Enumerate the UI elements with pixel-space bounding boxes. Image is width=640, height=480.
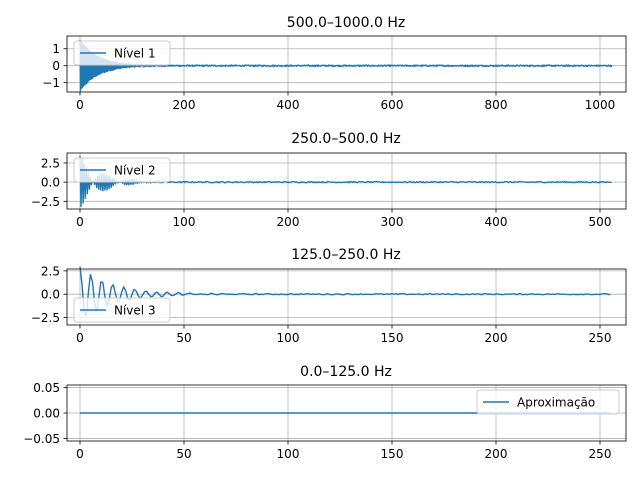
y-tick-label: 2.5 [41, 156, 60, 170]
x-tick-label: 400 [277, 98, 300, 112]
y-tick-label: −2.5 [31, 195, 60, 209]
x-tick-label: 200 [173, 98, 196, 112]
subplot-title: 0.0–125.0 Hz [300, 364, 392, 380]
subplot-title: 125.0–250.0 Hz [291, 247, 400, 263]
subplot-title: 250.0–500.0 Hz [291, 131, 400, 147]
x-tick-label: 50 [176, 331, 191, 345]
x-tick-label: 100 [277, 331, 300, 345]
legend-box [73, 297, 171, 323]
y-tick-label: −1 [42, 76, 60, 90]
x-tick-label: 400 [485, 215, 508, 229]
legend: Aproximação [476, 389, 620, 415]
x-tick-label: 250 [589, 447, 612, 461]
legend-box [73, 40, 171, 66]
series-line [79, 155, 612, 208]
legend-label: Nível 2 [114, 164, 156, 178]
x-tick-label: 600 [381, 98, 404, 112]
axes-frame [66, 35, 627, 93]
subplot-2: 250.0–500.0 Hz 0 100 200 300 400 500 −2.5 0.0 2.… [31, 131, 627, 229]
legend-box [476, 389, 620, 415]
x-tick-label: 200 [277, 215, 300, 229]
x-tick-label: 200 [485, 447, 508, 461]
legend-label: Nível 1 [114, 47, 156, 61]
x-tick-label: 500 [589, 215, 612, 229]
legend: Nível 1 [73, 40, 171, 66]
x-tick-label: 1000 [585, 98, 616, 112]
legend: Nível 2 [73, 157, 171, 183]
subplot-title: 500.0–1000.0 Hz [287, 15, 405, 31]
x-tick-label: 100 [173, 215, 196, 229]
x-tick-label: 800 [485, 98, 508, 112]
x-tick-label: 300 [381, 215, 404, 229]
x-tick-label: 250 [589, 331, 612, 345]
axes-frame [66, 152, 627, 210]
x-tick-label: 200 [485, 331, 508, 345]
series-line [79, 266, 611, 317]
x-tick-label: 50 [176, 447, 191, 461]
y-tick-label: −2.5 [31, 311, 60, 325]
axes-frame [66, 268, 627, 326]
y-tick-label: 0.00 [33, 407, 60, 421]
y-tick-label: 2.5 [41, 264, 60, 278]
legend-label: Aproximação [517, 396, 595, 410]
legend: Nível 3 [73, 297, 171, 323]
legend-label: Nível 3 [114, 304, 156, 318]
y-tick-label: 1 [52, 42, 60, 56]
x-tick-label: 0 [76, 447, 84, 461]
y-tick-label: 0.05 [33, 381, 60, 395]
x-tick-label: 150 [381, 447, 404, 461]
x-tick-label: 0 [76, 98, 84, 112]
legend-box [73, 157, 171, 183]
x-tick-label: 0 [76, 215, 84, 229]
y-tick-label: 0 [52, 59, 60, 73]
subplot-4: 0.0–125.0 Hz 0 50 100 150 200 250 −0.05 0.00 0.0… [23, 364, 627, 461]
y-tick-label: −0.05 [23, 432, 60, 446]
y-tick-label: 0.0 [41, 176, 60, 190]
subplot-1: 500.0–1000.0 Hz 0 200 400 600 800 1000 −1 0 1 Nív… [42, 15, 627, 112]
x-tick-label: 0 [76, 331, 84, 345]
x-tick-label: 100 [277, 447, 300, 461]
subplot-3: 125.0–250.0 Hz 0 50 100 150 200 250 −2.5 0.0 2.5… [31, 247, 627, 345]
x-tick-label: 150 [381, 331, 404, 345]
y-tick-label: 0.0 [41, 288, 60, 302]
series-line [79, 40, 613, 92]
